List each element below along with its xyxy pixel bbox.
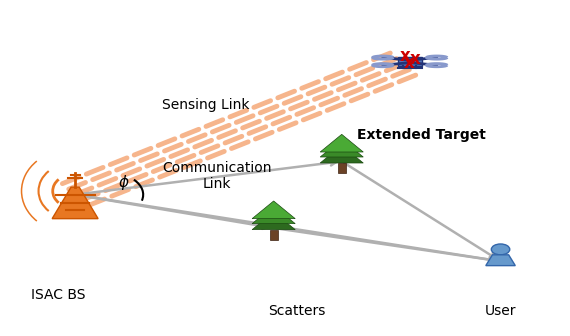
Text: Communication
Link: Communication Link [162,161,272,192]
Text: Extended Target: Extended Target [357,128,486,142]
Text: User: User [485,304,516,318]
Polygon shape [252,201,295,219]
Polygon shape [252,212,295,229]
Polygon shape [252,206,295,224]
Text: ϕ: ϕ [119,175,128,191]
Text: Scatters: Scatters [268,304,325,318]
Polygon shape [320,134,363,152]
Text: x: x [410,50,421,69]
Text: ISAC BS: ISAC BS [31,288,86,302]
Polygon shape [338,163,345,173]
Text: Sensing Link: Sensing Link [162,98,249,112]
Polygon shape [486,255,515,266]
Polygon shape [320,145,363,163]
Text: x: x [400,47,411,65]
Text: x: x [404,54,414,72]
Polygon shape [398,57,422,66]
Circle shape [491,244,510,255]
Polygon shape [270,229,278,240]
Polygon shape [320,139,363,157]
Polygon shape [52,187,98,219]
